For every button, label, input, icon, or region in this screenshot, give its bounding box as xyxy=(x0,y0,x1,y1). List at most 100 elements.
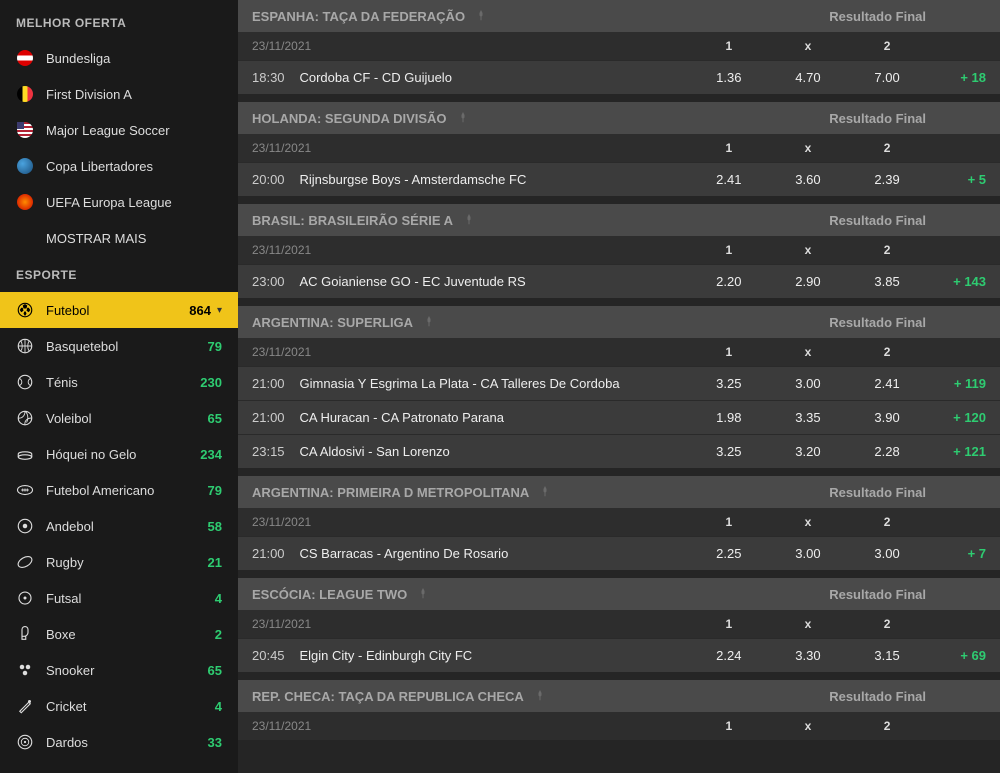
odd-1[interactable]: 2.20 xyxy=(689,274,768,289)
odd-1[interactable]: 1.36 xyxy=(689,70,768,85)
sidebar-item-label: Futebol Americano xyxy=(46,483,208,498)
odd-x[interactable]: 3.35 xyxy=(768,410,847,425)
sport-icon xyxy=(16,301,34,319)
league-title: ESCÓCIA: LEAGUE TWO xyxy=(252,587,407,602)
league-header[interactable]: ESCÓCIA: LEAGUE TWOResultado Final xyxy=(238,578,1000,610)
match-row[interactable]: 21:00Gimnasia Y Esgrima La Plata - CA Ta… xyxy=(238,366,1000,400)
pin-icon[interactable] xyxy=(417,587,429,602)
league-header[interactable]: BRASIL: BRASILEIRÃO SÉRIE AResultado Fin… xyxy=(238,204,1000,236)
match-row[interactable]: 21:00CA Huracan - CA Patronato Parana1.9… xyxy=(238,400,1000,434)
sidebar-top-item[interactable]: UEFA Europa League xyxy=(0,184,238,220)
sidebar-sport-item[interactable]: Futsal4 xyxy=(0,580,238,616)
pin-icon[interactable] xyxy=(475,9,487,24)
odd-x[interactable]: 3.30 xyxy=(768,648,847,663)
match-row[interactable]: 20:45Elgin City - Edinburgh City FC2.243… xyxy=(238,638,1000,672)
sidebar-sport-item[interactable]: Snooker65 xyxy=(0,652,238,688)
more-markets[interactable]: + 119 xyxy=(927,376,986,391)
more-markets[interactable]: + 18 xyxy=(927,70,986,85)
odd-1[interactable]: 2.25 xyxy=(689,546,768,561)
sidebar-sport-item[interactable]: Ténis230 xyxy=(0,364,238,400)
pin-icon[interactable] xyxy=(534,689,546,704)
match-time: 21:00 xyxy=(252,410,299,425)
col-2: 2 xyxy=(848,515,927,529)
pin-icon[interactable] xyxy=(463,213,475,228)
sidebar-item-label: Snooker xyxy=(46,663,208,678)
odd-x[interactable]: 3.00 xyxy=(768,546,847,561)
league-icon xyxy=(16,121,34,139)
match-teams: CA Huracan - CA Patronato Parana xyxy=(299,410,689,425)
odd-1[interactable]: 1.98 xyxy=(689,410,768,425)
league-header[interactable]: ESPANHA: TAÇA DA FEDERAÇÃOResultado Fina… xyxy=(238,0,1000,32)
match-time: 21:00 xyxy=(252,546,299,561)
odd-x[interactable]: 2.90 xyxy=(768,274,847,289)
match-date: 23/11/2021 xyxy=(252,515,689,529)
odd-x[interactable]: 3.20 xyxy=(768,444,847,459)
odd-2[interactable]: 3.90 xyxy=(848,410,927,425)
odd-1[interactable]: 3.25 xyxy=(689,444,768,459)
sidebar-item-label: Hóquei no Gelo xyxy=(46,447,200,462)
odd-2[interactable]: 3.85 xyxy=(848,274,927,289)
sidebar-sport-item[interactable]: Basquetebol79 xyxy=(0,328,238,364)
sidebar-top-item[interactable]: MOSTRAR MAIS xyxy=(0,220,238,256)
col-1: 1 xyxy=(689,719,768,733)
pin-icon[interactable] xyxy=(423,315,435,330)
odd-2[interactable]: 7.00 xyxy=(848,70,927,85)
odd-1[interactable]: 2.41 xyxy=(689,172,768,187)
odd-2[interactable]: 2.39 xyxy=(848,172,927,187)
sidebar-sport-item[interactable]: Dardos33 xyxy=(0,724,238,760)
league-header[interactable]: REP. CHECA: TAÇA DA REPUBLICA CHECAResul… xyxy=(238,680,1000,712)
pin-icon[interactable] xyxy=(539,485,551,500)
odd-2[interactable]: 2.28 xyxy=(848,444,927,459)
more-markets[interactable]: + 121 xyxy=(927,444,986,459)
col-x: x xyxy=(768,515,847,529)
more-markets[interactable]: + 69 xyxy=(927,648,986,663)
odd-2[interactable]: 2.41 xyxy=(848,376,927,391)
sidebar-item-label: First Division A xyxy=(46,87,222,102)
sidebar-top-item[interactable]: First Division A xyxy=(0,76,238,112)
match-row[interactable]: 21:00CS Barracas - Argentino De Rosario2… xyxy=(238,536,1000,570)
sport-count: 4 xyxy=(215,591,222,606)
sidebar-top-item[interactable]: Bundesliga xyxy=(0,40,238,76)
sidebar-sport-item[interactable]: Rugby21 xyxy=(0,544,238,580)
more-markets[interactable]: + 5 xyxy=(927,172,986,187)
odd-1[interactable]: 3.25 xyxy=(689,376,768,391)
odd-1[interactable]: 2.24 xyxy=(689,648,768,663)
odd-x[interactable]: 3.60 xyxy=(768,172,847,187)
league-group: ARGENTINA: SUPERLIGAResultado Final23/11… xyxy=(238,306,1000,468)
sport-icon xyxy=(16,337,34,355)
league-header[interactable]: ARGENTINA: PRIMEIRA D METROPOLITANAResul… xyxy=(238,476,1000,508)
sidebar-sport-item[interactable]: Boxe2 xyxy=(0,616,238,652)
more-markets[interactable]: + 143 xyxy=(927,274,986,289)
col-1: 1 xyxy=(689,345,768,359)
league-header[interactable]: HOLANDA: SEGUNDA DIVISÃOResultado Final xyxy=(238,102,1000,134)
sidebar-sport-item[interactable]: Hóquei no Gelo234 xyxy=(0,436,238,472)
sport-count: 21 xyxy=(208,555,222,570)
league-title: BRASIL: BRASILEIRÃO SÉRIE A xyxy=(252,213,453,228)
more-markets[interactable]: + 120 xyxy=(927,410,986,425)
match-row[interactable]: 23:15CA Aldosivi - San Lorenzo3.253.202.… xyxy=(238,434,1000,468)
sidebar-item-label: UEFA Europa League xyxy=(46,195,222,210)
sidebar-sport-item[interactable]: Cricket4 xyxy=(0,688,238,724)
match-row[interactable]: 20:00Rijnsburgse Boys - Amsterdamsche FC… xyxy=(238,162,1000,196)
match-row[interactable]: 23:00AC Goianiense GO - EC Juventude RS2… xyxy=(238,264,1000,298)
league-header[interactable]: ARGENTINA: SUPERLIGAResultado Final xyxy=(238,306,1000,338)
odd-x[interactable]: 4.70 xyxy=(768,70,847,85)
pin-icon[interactable] xyxy=(457,111,469,126)
sidebar-item-label: Futebol xyxy=(46,303,189,318)
col-2: 2 xyxy=(848,141,927,155)
more-markets[interactable]: + 7 xyxy=(927,546,986,561)
odd-2[interactable]: 3.00 xyxy=(848,546,927,561)
sidebar-top-item[interactable]: Major League Soccer xyxy=(0,112,238,148)
odd-x[interactable]: 3.00 xyxy=(768,376,847,391)
sidebar-sport-item[interactable]: Andebol58 xyxy=(0,508,238,544)
league-group: ARGENTINA: PRIMEIRA D METROPOLITANAResul… xyxy=(238,476,1000,570)
sport-icon xyxy=(16,697,34,715)
league-icon xyxy=(16,49,34,67)
sidebar-top-item[interactable]: Copa Libertadores xyxy=(0,148,238,184)
sidebar-sport-item[interactable]: Voleibol65 xyxy=(0,400,238,436)
sidebar-item-label: Voleibol xyxy=(46,411,208,426)
odd-2[interactable]: 3.15 xyxy=(848,648,927,663)
sidebar-sport-item[interactable]: Futebol864▾ xyxy=(0,292,238,328)
match-row[interactable]: 18:30Cordoba CF - CD Guijuelo1.364.707.0… xyxy=(238,60,1000,94)
sidebar-sport-item[interactable]: Futebol Americano79 xyxy=(0,472,238,508)
